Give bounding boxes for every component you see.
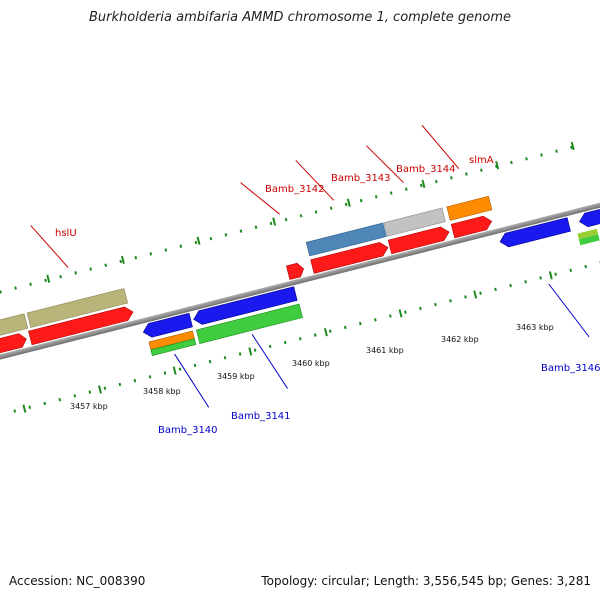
lower-tick-major [98,385,102,394]
forward-gene-hslU [28,306,134,346]
upper-tick-major [570,141,575,151]
gene-label-bamb-3144: Bamb_3144 [396,164,456,175]
olive-feature [0,313,29,340]
chromosome-axis [0,192,600,370]
upper-tick-major [196,236,201,245]
upper-tick-major [272,217,277,226]
gene-label-bamb-3142: Bamb_3142 [265,184,325,195]
gene-label-bamb-3146: Bamb_3146 [541,363,600,374]
kbp-label: 3458 kbp [143,387,181,396]
lime-feature [577,228,599,240]
bamb-3146-leader [548,283,590,338]
forward-gene [0,333,27,356]
forward-gene-bamb-3144 [387,226,450,255]
gray-feature [383,207,446,237]
kbp-label: 3461 kbp [366,346,404,355]
reverse-gene-bamb-3141 [193,286,298,325]
forward-gene-bamb-3143 [310,242,389,274]
upper-tick-major [346,198,351,207]
gene-label-slmA: slmA [469,155,494,166]
lower-tick-major [323,328,328,337]
hslU-leader [30,225,69,268]
lower-tick-major [548,271,553,280]
lower-tick-rail [22,271,553,413]
lower-tick-major [248,347,253,356]
lower-tick-major [473,290,478,299]
steelblue-feature [305,222,387,257]
reverse-gene-bamb-3146 [499,217,571,248]
forward-gene-bamb-3142 [286,262,305,280]
kbp-label: 3460 kbp [292,359,330,368]
upper-tick-rail [46,141,575,283]
genome-summary-text: Topology: circular; Length: 3,556,545 bp… [261,574,591,588]
olive-feature [26,288,129,328]
gene-label-bamb-3143: Bamb_3143 [331,173,391,184]
forward-gene-slmA [450,215,493,239]
lower-tick-major [172,366,177,375]
upper-dot-line [0,142,586,298]
upper-tick-major [421,179,426,188]
upper-tick-major [46,274,51,283]
bamb-3140-leader [174,353,210,408]
accession-text: Accession: NC_008390 [9,574,146,588]
bamb-3142-leader [240,182,280,215]
orange-feature [446,195,493,221]
bamb-3143-leader [295,160,335,201]
kbp-label: 3462 kbp [441,335,479,344]
green-feature [578,234,600,246]
gene-label-hslU: hslU [55,228,77,239]
reverse-gene-bamb-3140 [142,312,193,338]
lower-tick-major [22,404,27,413]
bamb-3144-leader [366,145,404,184]
gene-label-bamb-3141: Bamb_3141 [231,411,291,422]
slmA-leader [421,125,460,170]
kbp-label: 3463 kbp [516,323,554,332]
gene-label-bamb-3140: Bamb_3140 [158,425,218,436]
green-feature [196,303,303,344]
map-title: Burkholderia ambifaria AMMD chromosome 1… [88,10,512,25]
bamb-3141-leader [251,334,288,389]
upper-tick-major [120,255,125,264]
kbp-label: 3459 kbp [217,372,255,381]
lower-dot-line [13,257,600,413]
reverse-gene [579,203,600,228]
lower-tick-major [398,309,403,318]
kbp-label: 3457 kbp [70,402,108,411]
green-feature [150,338,197,356]
